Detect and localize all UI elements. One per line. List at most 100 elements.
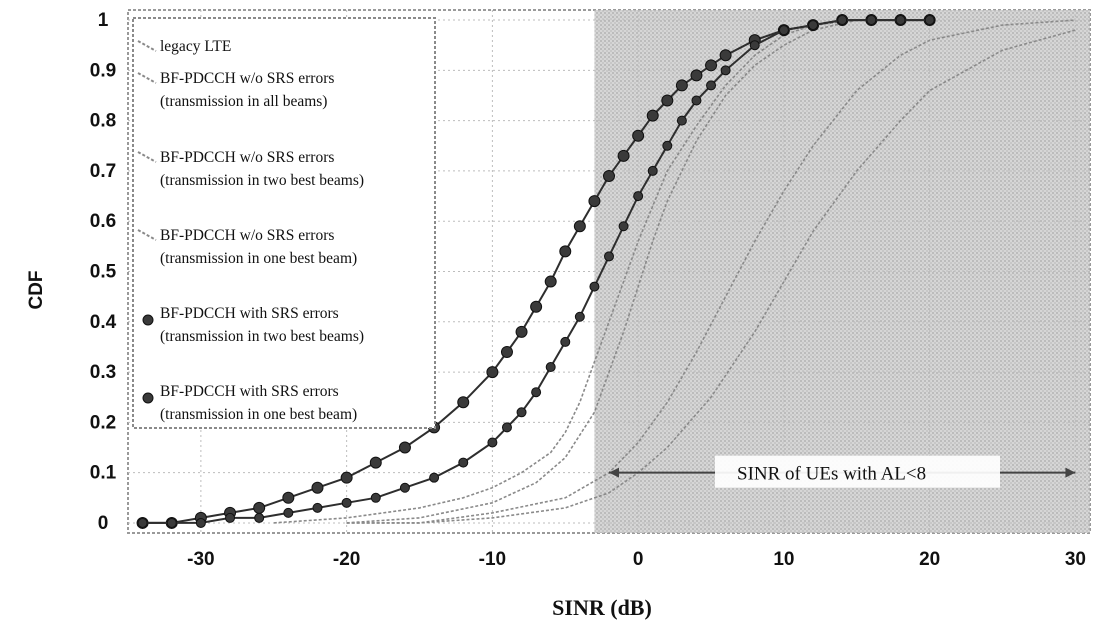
data-point xyxy=(808,20,819,31)
series-line xyxy=(346,19,857,524)
series-line xyxy=(346,29,1076,524)
data-point xyxy=(705,59,718,72)
data-point xyxy=(370,492,381,503)
data-point xyxy=(895,15,906,26)
data-point xyxy=(778,25,789,36)
data-point xyxy=(457,396,470,409)
data-point xyxy=(311,481,324,494)
data-point xyxy=(399,482,410,493)
series-line xyxy=(346,19,1076,524)
data-point xyxy=(253,501,266,514)
y-tick-label: 0.1 xyxy=(90,463,117,484)
x-tick-label: 20 xyxy=(919,549,940,570)
legend-label: BF-PDCCH with SRS errors xyxy=(160,383,339,400)
y-tick-label: 0.2 xyxy=(90,412,116,433)
x-tick-label: 0 xyxy=(633,549,644,570)
y-tick-label: 0.8 xyxy=(90,111,116,132)
legend-label: BF-PDCCH w/o SRS errors xyxy=(160,149,334,166)
data-point xyxy=(312,502,323,513)
annotation: SINR of UEs with AL<8 xyxy=(609,455,1076,488)
data-point xyxy=(691,95,702,106)
y-tick-label: 0.9 xyxy=(90,60,116,81)
data-point xyxy=(501,422,512,433)
legend-marker xyxy=(142,314,154,326)
data-point xyxy=(633,191,644,202)
data-point xyxy=(515,325,528,338)
data-point xyxy=(282,491,295,504)
data-point xyxy=(559,245,572,258)
data-point xyxy=(662,140,673,151)
y-tick-label: 0.6 xyxy=(90,211,116,232)
data-point xyxy=(617,149,630,162)
data-point xyxy=(429,472,440,483)
data-point xyxy=(866,15,877,26)
data-point xyxy=(545,362,556,373)
data-point xyxy=(706,80,717,91)
data-point xyxy=(661,94,674,107)
legend-label: BF-PDCCH w/o SRS errors xyxy=(160,70,334,87)
y-tick-label: 1 xyxy=(98,10,109,31)
data-point xyxy=(544,275,557,288)
data-point xyxy=(137,517,148,528)
data-point xyxy=(500,345,513,358)
data-point xyxy=(837,15,848,26)
data-point xyxy=(618,221,629,232)
y-axis-ticks: 0 0.1 0.2 0.3 0.4 0.5 0.6 0.7 0.8 0.9 1 xyxy=(90,10,117,534)
data-point xyxy=(690,69,703,82)
annotation-bg xyxy=(715,455,1000,488)
data-point xyxy=(166,517,177,528)
shaded-region xyxy=(594,10,1090,533)
legend-label: legacy LTE xyxy=(160,38,231,55)
data-point xyxy=(676,115,687,126)
data-point xyxy=(573,220,586,233)
data-point xyxy=(340,471,353,484)
data-point xyxy=(749,40,760,51)
legend-box xyxy=(132,17,436,429)
series-group xyxy=(136,14,1076,529)
y-tick-label: 0.3 xyxy=(90,362,116,383)
data-point xyxy=(225,512,236,523)
data-point xyxy=(283,507,294,518)
data-point xyxy=(560,336,571,347)
x-tick-label: -10 xyxy=(479,549,506,570)
legend-label: (transmission in two best beams) xyxy=(160,172,364,189)
legend-marker xyxy=(142,392,154,404)
data-point xyxy=(341,497,352,508)
y-tick-label: 0.5 xyxy=(90,262,117,283)
data-point xyxy=(588,195,601,208)
x-axis-label: SINR (dB) xyxy=(552,595,652,620)
data-point xyxy=(398,441,411,454)
data-point xyxy=(574,311,585,322)
data-point xyxy=(720,65,731,76)
legend-label: BF-PDCCH with SRS errors xyxy=(160,305,339,322)
x-tick-label: 30 xyxy=(1065,549,1086,570)
data-point xyxy=(632,129,645,142)
x-tick-label: 10 xyxy=(773,549,794,570)
legend-label: (transmission in all beams) xyxy=(160,93,327,110)
shaded-area xyxy=(594,10,1090,533)
legend-label: (transmission in one best beam) xyxy=(160,250,357,267)
data-point xyxy=(646,109,659,122)
y-tick-label: 0.4 xyxy=(90,312,117,333)
x-axis-ticks: -30 -20 -10 0 10 20 30 xyxy=(187,549,1086,570)
data-point xyxy=(254,512,265,523)
legend-marker xyxy=(137,229,157,241)
data-point xyxy=(458,457,469,468)
y-tick-label: 0.7 xyxy=(90,161,116,182)
data-point xyxy=(603,169,615,182)
y-tick-label: 0 xyxy=(98,513,109,534)
legend: legacy LTE BF-PDCCH w/o SRS errors (transm… xyxy=(132,17,436,429)
data-point xyxy=(486,366,499,379)
legend-label: (transmission in one best beam) xyxy=(160,406,357,423)
legend-label: BF-PDCCH w/o SRS errors xyxy=(160,227,334,244)
data-point xyxy=(719,49,732,62)
data-point xyxy=(924,15,935,26)
data-point xyxy=(675,79,688,92)
data-point xyxy=(530,300,543,313)
y-axis-label: CDF xyxy=(26,270,47,309)
data-point xyxy=(487,437,498,448)
x-tick-label: -20 xyxy=(333,549,360,570)
arrowhead-right xyxy=(1065,467,1076,478)
data-point xyxy=(531,387,542,398)
data-point xyxy=(369,456,382,469)
